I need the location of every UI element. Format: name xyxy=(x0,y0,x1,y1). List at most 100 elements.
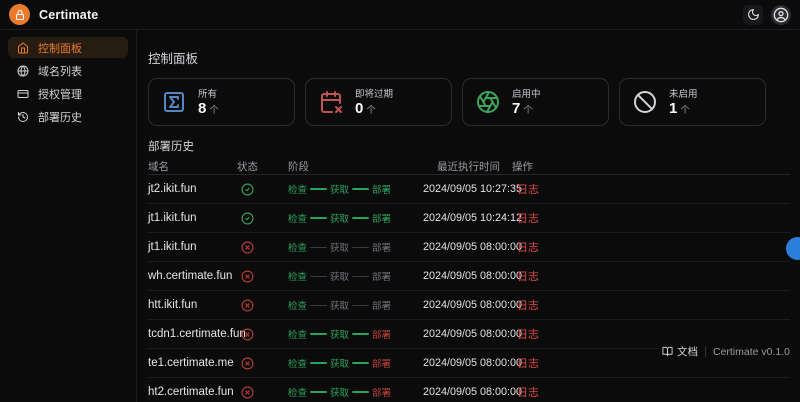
stage-cell: 检查 获取 部署 xyxy=(288,182,423,196)
status-error-icon xyxy=(237,357,288,370)
version-label: Certimate v0.1.0 xyxy=(712,345,790,358)
brand[interactable]: Certimate xyxy=(9,4,98,25)
stage-step: 获取 xyxy=(330,330,350,341)
stage-connector xyxy=(310,304,327,306)
stat-label: 即将过期 xyxy=(355,89,394,101)
stage-connector xyxy=(352,362,369,364)
table-row: wh.certimate.fun 检查 获取 部署 2024/09/05 08:00:0… xyxy=(148,262,790,291)
main-content: 控制面板 所有 8 个即将过期 0 个启用中 7 个未启用 1 个 部署历史 域名 状态 阶段 … xyxy=(137,30,800,402)
stage-connector xyxy=(352,333,369,335)
footer: 文档 Certimate v0.1.0 xyxy=(658,342,793,361)
stat-unit: 个 xyxy=(523,105,533,117)
sidebar-item[interactable]: 域名列表 xyxy=(8,60,128,81)
time-cell: 2024/09/05 08:00:00 xyxy=(423,299,523,311)
floating-widget[interactable] xyxy=(786,237,800,260)
table-row: te1.certimate.me 检查 获取 部署 2024/09/05 08:00:0… xyxy=(148,349,790,378)
time-cell: 2024/09/05 08:00:00 xyxy=(423,328,523,340)
log-link[interactable]: 日志 xyxy=(517,387,539,399)
theme-toggle-button[interactable] xyxy=(743,4,763,25)
stage-connector xyxy=(310,275,327,277)
log-link[interactable]: 日志 xyxy=(517,213,539,225)
deploy-history-table: jt2.ikit.fun 检查 获取 部署 2024/09/05 10:27:35 日志 j… xyxy=(148,175,790,402)
sidebar-item[interactable]: 授权管理 xyxy=(8,83,128,104)
stage-connector xyxy=(310,246,327,248)
stage-cell: 检查 获取 部署 xyxy=(288,356,423,370)
status-error-icon xyxy=(237,328,288,341)
home-icon xyxy=(17,42,29,54)
stage-connector xyxy=(352,391,369,393)
stage-step: 部署 xyxy=(372,301,392,312)
stage-step: 检查 xyxy=(288,243,308,254)
stage-connector xyxy=(352,217,369,219)
page-title: 控制面板 xyxy=(148,52,199,66)
status-error-icon xyxy=(237,270,288,283)
stage-step: 获取 xyxy=(330,243,350,254)
stage-connector xyxy=(352,246,369,248)
sigma-square-icon xyxy=(162,90,186,114)
domain-cell: jt1.ikit.fun xyxy=(148,241,197,253)
stage-step: 获取 xyxy=(330,185,350,196)
stage-connector xyxy=(310,391,327,393)
stage-step: 获取 xyxy=(330,388,350,399)
stage-cell: 检查 获取 部署 xyxy=(288,211,423,225)
stage-cell: 检查 获取 部署 xyxy=(288,298,423,312)
stage-step: 部署 xyxy=(372,243,392,254)
table-row: tcdn1.certimate.fun 检查 获取 部署 2024/09/05 08:0… xyxy=(148,320,790,349)
stage-connector xyxy=(352,188,369,190)
header-domain: 域名 xyxy=(148,161,169,173)
sidebar-item[interactable]: 部署历史 xyxy=(8,106,128,127)
stage-step: 获取 xyxy=(330,359,350,370)
table-row: jt2.ikit.fun 检查 获取 部署 2024/09/05 10:27:35 日志 xyxy=(148,175,790,204)
sidebar-item-label: 部署历史 xyxy=(38,111,82,124)
sidebar-nav: 控制面板域名列表授权管理部署历史 xyxy=(8,37,128,127)
stage-step: 部署 xyxy=(372,359,392,370)
stage-step: 检查 xyxy=(288,185,308,196)
stage-cell: 检查 获取 部署 xyxy=(288,240,423,254)
action-cell: 日志 xyxy=(512,181,790,197)
stat-card-expiring-soon: 即将过期 0 个 xyxy=(305,78,452,126)
stat-unit: 个 xyxy=(209,105,219,117)
lock-icon xyxy=(14,9,26,21)
domain-cell: te1.certimate.me xyxy=(148,357,234,369)
log-link[interactable]: 日志 xyxy=(517,242,539,254)
table-header: 域名 状态 阶段 最近执行时间 操作 xyxy=(148,159,790,175)
header-stage: 阶段 xyxy=(288,161,309,173)
aperture-icon xyxy=(476,90,500,114)
domain-cell: jt2.ikit.fun xyxy=(148,183,197,195)
ban-icon xyxy=(633,90,657,114)
user-menu-button[interactable] xyxy=(771,4,791,25)
table-row: htt.ikit.fun 检查 获取 部署 2024/09/05 08:00:00 日志 xyxy=(148,291,790,320)
log-link[interactable]: 日志 xyxy=(517,329,539,341)
header-last-run-time: 最近执行时间 xyxy=(437,161,500,173)
action-cell: 日志 xyxy=(512,355,790,371)
history-icon xyxy=(17,111,29,123)
table-row: ht2.certimate.fun 检查 获取 部署 2024/09/05 08:00:… xyxy=(148,378,790,402)
time-cell: 2024/09/05 08:00:00 xyxy=(423,270,523,282)
sidebar-item[interactable]: 控制面板 xyxy=(8,37,128,58)
stat-label: 启用中 xyxy=(512,89,541,101)
sidebar-item-label: 域名列表 xyxy=(38,65,82,78)
time-cell: 2024/09/05 08:00:00 xyxy=(423,241,523,253)
log-link[interactable]: 日志 xyxy=(517,184,539,196)
stage-step: 部署 xyxy=(372,185,392,196)
stat-card-enabled: 启用中 7 个 xyxy=(462,78,609,126)
log-link[interactable]: 日志 xyxy=(517,271,539,283)
domain-cell: htt.ikit.fun xyxy=(148,299,198,311)
sidebar-item-label: 控制面板 xyxy=(38,42,82,55)
action-cell: 日志 xyxy=(512,268,790,284)
user-circle-icon xyxy=(773,7,789,23)
stat-label: 所有 xyxy=(198,89,218,101)
stage-step: 部署 xyxy=(372,272,392,283)
docs-link[interactable]: 文档 xyxy=(662,344,698,359)
stage-step: 获取 xyxy=(330,301,350,312)
stage-step: 部署 xyxy=(372,330,392,341)
table-row: jt1.ikit.fun 检查 获取 部署 2024/09/05 08:00:00 日志 xyxy=(148,233,790,262)
stage-step: 检查 xyxy=(288,272,308,283)
stage-cell: 检查 获取 部署 xyxy=(288,269,423,283)
stage-connector xyxy=(310,217,327,219)
log-link[interactable]: 日志 xyxy=(517,358,539,370)
footer-divider xyxy=(704,346,706,357)
log-link[interactable]: 日志 xyxy=(517,300,539,312)
